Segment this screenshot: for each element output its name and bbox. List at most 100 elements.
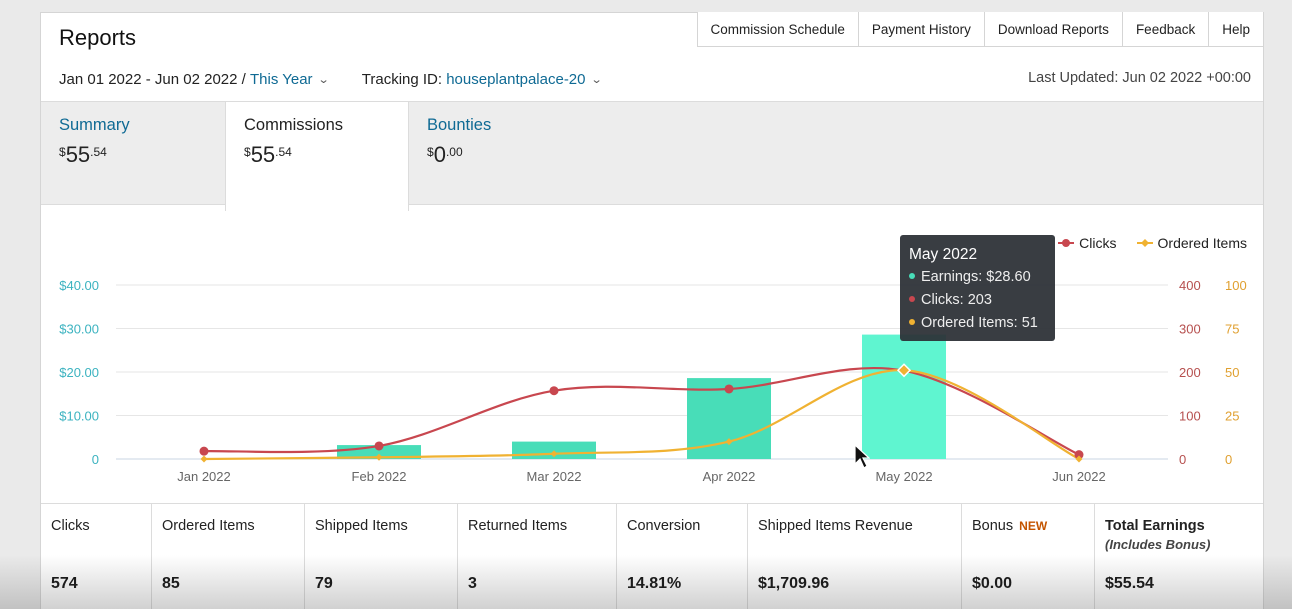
y-ordered-tick-label: 75 — [1225, 322, 1239, 337]
ordered-items-point — [200, 455, 208, 463]
y-ordered-tick-label: 0 — [1225, 452, 1232, 467]
ordered-dot-icon — [909, 319, 915, 326]
new-badge: NEW — [1019, 519, 1048, 533]
tracking-id-link[interactable]: houseplantpalace-20 — [446, 71, 586, 88]
stat-value: 14.81% — [627, 575, 682, 592]
clicks-dot-icon — [909, 296, 915, 303]
x-tick-label: Mar 2022 — [527, 469, 582, 484]
x-tick-label: May 2022 — [875, 469, 932, 484]
tooltip-earnings-text: Earnings: $28.60 — [921, 269, 1031, 285]
clicks-point — [724, 384, 734, 394]
y-ordered-tick-label: 50 — [1225, 365, 1239, 380]
download-reports-button[interactable]: Download Reports — [984, 12, 1123, 46]
date-range-text: Jan 01 2022 - Jun 02 2022 / — [59, 71, 246, 88]
tab-summary-label: Summary — [59, 116, 130, 134]
reports-panel: Reports Commission Schedule Payment Hist… — [40, 12, 1264, 609]
chevron-down-icon: ⌄ — [590, 74, 603, 86]
report-tabs: Summary $55.54 Commissions $55.54 Bounti… — [41, 101, 1263, 211]
amount-whole: 55 — [250, 142, 276, 167]
y-left-tick-label: $10.00 — [59, 409, 99, 424]
last-updated-text: Last Updated: Jun 02 2022 +00:00 — [1028, 70, 1251, 86]
x-tick-label: Jun 2022 — [1052, 469, 1106, 484]
y-left-tick-label: $30.00 — [59, 322, 99, 337]
y-left-tick-label: $40.00 — [59, 278, 99, 293]
stat-total-earnings: Total Earnings (Includes Bonus) $55.54 — [1095, 504, 1263, 609]
stat-ordered-items: Ordered Items 85 — [152, 504, 305, 609]
date-preset-link[interactable]: This Year — [249, 71, 313, 88]
tab-summary-amount: $55.54 — [59, 143, 207, 167]
top-nav: Commission Schedule Payment History Down… — [696, 12, 1263, 47]
clicks-legend-marker-icon — [1058, 239, 1075, 247]
x-tick-label: Jan 2022 — [177, 469, 231, 484]
clicks-point — [199, 446, 209, 456]
y-clicks-tick-label: 100 — [1179, 409, 1201, 424]
clicks-point — [549, 386, 559, 396]
tab-bounties-amount: $0.00 — [427, 143, 575, 167]
stat-value: $1,709.96 — [758, 575, 830, 592]
stat-returned-items: Returned Items 3 — [458, 504, 617, 609]
legend-ordered-items[interactable]: Ordered Items — [1136, 235, 1247, 251]
stat-label: Shipped Items — [315, 518, 408, 534]
stat-shipped-items-revenue: Shipped Items Revenue $1,709.96 — [748, 504, 962, 609]
stat-label: Conversion — [627, 518, 701, 534]
stat-value: 85 — [162, 575, 180, 592]
commission-schedule-button[interactable]: Commission Schedule — [697, 12, 859, 46]
tab-summary[interactable]: Summary $55.54 — [41, 102, 225, 206]
stat-label: Shipped Items Revenue — [758, 518, 913, 534]
earnings-chart: 0 0 0 $10.00 100 25 $20.00 200 50 $30.00 300 75 $40.… — [41, 207, 1263, 503]
y-left-tick-label: 0 — [92, 452, 99, 467]
y-ordered-tick-label: 25 — [1225, 409, 1239, 424]
clicks-line — [203, 366, 1080, 456]
y-clicks-tick-label: 300 — [1179, 322, 1201, 337]
clicks-point — [374, 441, 384, 451]
clicks-point — [1074, 450, 1084, 460]
tab-commissions[interactable]: Commissions $55.54 — [225, 101, 409, 211]
ordered-items-point — [1075, 455, 1083, 463]
tab-bounties-label: Bounties — [427, 116, 492, 134]
amount-whole: 55 — [65, 142, 91, 167]
stat-value: $0.00 — [972, 575, 1013, 592]
tracking-id-selector[interactable]: Tracking ID: houseplantpalace-20 ⌄ — [361, 71, 603, 88]
help-button[interactable]: Help — [1209, 12, 1263, 46]
stat-label: Bonus NEW — [972, 518, 1084, 534]
tooltip-ordered: Ordered Items: 51 — [909, 312, 1046, 335]
earnings-dot-icon — [909, 273, 915, 280]
stat-label: Clicks — [51, 518, 90, 534]
payment-history-button[interactable]: Payment History — [858, 12, 985, 46]
tracking-label: Tracking ID: — [361, 71, 443, 88]
currency-symbol: $ — [427, 145, 434, 159]
stat-value: $55.54 — [1105, 575, 1154, 592]
tab-commissions-label: Commissions — [244, 116, 344, 134]
tab-commissions-amount: $55.54 — [244, 143, 390, 167]
ordered-items-point — [375, 453, 383, 461]
tooltip-clicks-text: Clicks: 203 — [921, 292, 992, 308]
y-ordered-tick-label: 100 — [1225, 278, 1247, 293]
earnings-bar — [862, 334, 946, 459]
stat-clicks: Clicks 574 — [41, 504, 152, 609]
chevron-down-icon: ⌄ — [317, 74, 330, 86]
ordered-items-point — [725, 438, 733, 446]
stat-value: 3 — [468, 575, 477, 592]
legend-clicks[interactable]: Clicks — [1058, 235, 1117, 251]
stat-conversion: Conversion 14.81% — [617, 504, 748, 609]
x-tick-label: Apr 2022 — [703, 469, 756, 484]
chart-svg: 0 0 0 $10.00 100 25 $20.00 200 50 $30.00 300 75 $40.… — [59, 278, 1247, 484]
stats-row: Clicks 574 Ordered Items 85 Shipped Item… — [41, 503, 1263, 609]
currency-symbol: $ — [59, 145, 66, 159]
tab-bounties[interactable]: Bounties $0.00 — [409, 102, 593, 206]
ordered-items-point — [550, 450, 558, 458]
stat-label: Total Earnings — [1105, 518, 1205, 534]
amount-whole: 0 — [433, 142, 446, 167]
tooltip-title: May 2022 — [909, 246, 978, 263]
ordered-items-legend-marker-icon — [1136, 239, 1153, 247]
stat-label: Returned Items — [468, 518, 568, 534]
y-clicks-tick-label: 0 — [1179, 452, 1186, 467]
y-clicks-tick-label: 400 — [1179, 278, 1201, 293]
chart-legend: Clicks Ordered Items — [1038, 235, 1247, 251]
feedback-button[interactable]: Feedback — [1122, 12, 1210, 46]
amount-cents: .54 — [275, 145, 292, 159]
chart-tooltip: May 2022 Earnings: $28.60 Clicks: 203 Or… — [900, 235, 1055, 341]
y-clicks-tick-label: 200 — [1179, 365, 1201, 380]
amount-cents: .54 — [90, 145, 107, 159]
date-range-selector[interactable]: Jan 01 2022 - Jun 02 2022 / This Year ⌄ — [59, 71, 330, 88]
